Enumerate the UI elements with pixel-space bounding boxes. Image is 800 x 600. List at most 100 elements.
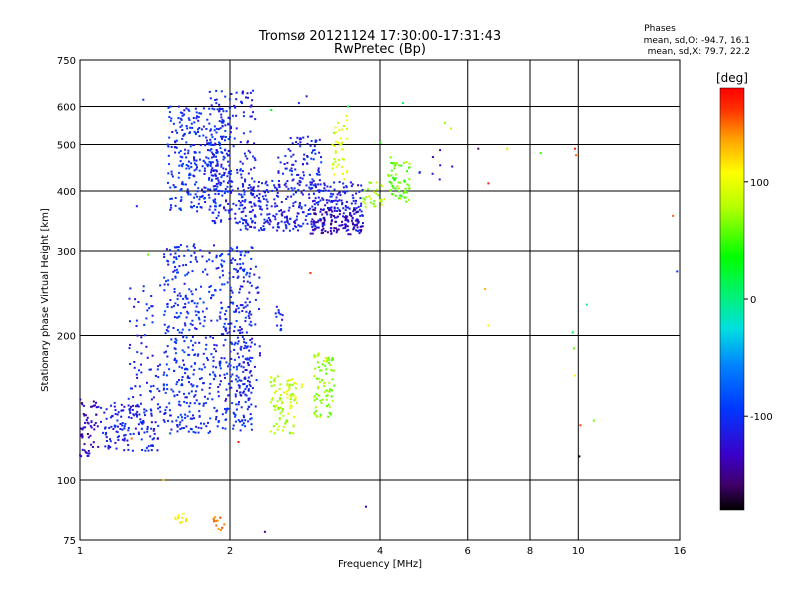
data-point (317, 170, 320, 173)
data-point (218, 141, 220, 144)
data-point (223, 192, 226, 195)
data-point (129, 320, 131, 323)
data-point (217, 179, 220, 182)
data-point (181, 366, 183, 369)
data-point (214, 193, 217, 195)
data-point (202, 134, 205, 137)
data-point (201, 255, 204, 258)
data-point (278, 180, 280, 182)
data-point (252, 209, 254, 212)
data-point (340, 165, 343, 168)
data-point (142, 98, 145, 101)
data-point (406, 170, 409, 173)
data-point (291, 189, 294, 192)
data-point (321, 379, 323, 382)
data-point (169, 432, 172, 435)
data-point (330, 209, 333, 212)
data-point (252, 89, 254, 92)
data-point (139, 394, 142, 397)
data-point (192, 245, 195, 248)
data-point (224, 376, 226, 379)
data-point (195, 305, 198, 308)
data-point (219, 184, 222, 186)
data-point (229, 364, 232, 367)
data-point (182, 134, 185, 137)
data-point (174, 518, 177, 521)
data-point (135, 205, 138, 208)
colorbar-unit: [deg] (716, 71, 748, 85)
data-point (250, 188, 253, 191)
data-point (104, 445, 107, 448)
data-point (196, 354, 199, 357)
data-point (244, 224, 247, 227)
data-point (359, 214, 362, 217)
data-point (349, 212, 352, 214)
data-point (258, 229, 261, 232)
data-point (240, 250, 243, 253)
data-point (313, 203, 316, 206)
data-point (193, 251, 196, 254)
data-point (146, 430, 149, 433)
data-point (323, 385, 326, 388)
data-point (200, 427, 203, 430)
data-point (321, 213, 324, 216)
data-point (244, 198, 247, 201)
data-point (199, 249, 202, 252)
data-point (90, 443, 93, 446)
data-point (223, 357, 226, 360)
data-point (278, 418, 281, 421)
data-point (389, 156, 392, 159)
data-point (330, 395, 333, 398)
data-point (320, 156, 322, 159)
data-point (289, 137, 292, 140)
data-point (157, 365, 160, 368)
data-point (104, 433, 107, 436)
data-point (192, 117, 195, 119)
data-point (191, 335, 194, 338)
data-point (223, 283, 226, 286)
data-point (244, 369, 247, 371)
data-point (289, 169, 292, 172)
data-point (127, 444, 130, 446)
data-point (196, 206, 199, 209)
data-point (316, 226, 318, 229)
data-point (294, 387, 297, 390)
data-point (231, 373, 234, 376)
data-point (150, 305, 153, 308)
data-point (188, 132, 191, 134)
data-point (227, 160, 230, 163)
data-point (245, 310, 248, 313)
data-point (140, 371, 143, 374)
data-point (277, 406, 280, 409)
y-tick-label: 600 (57, 103, 76, 114)
data-point (167, 419, 169, 422)
data-point (336, 200, 339, 203)
data-point (302, 136, 305, 139)
data-point (209, 113, 212, 116)
data-point (397, 181, 400, 184)
data-point (271, 189, 274, 192)
data-point (184, 302, 187, 305)
data-point (221, 125, 224, 128)
data-point (162, 373, 165, 376)
data-point (380, 184, 383, 187)
data-point (275, 423, 278, 425)
data-point (248, 383, 251, 386)
data-point (132, 413, 135, 416)
data-point (321, 197, 324, 200)
data-point (356, 223, 358, 226)
data-point (193, 162, 196, 165)
data-point (206, 358, 209, 361)
data-point (224, 209, 227, 212)
data-point (362, 200, 365, 203)
data-point (140, 438, 143, 441)
data-point (431, 156, 434, 158)
data-point (83, 449, 86, 452)
data-point (90, 420, 93, 423)
data-point (243, 254, 246, 257)
data-point (320, 369, 323, 372)
data-point (223, 373, 226, 376)
data-point (215, 159, 218, 162)
data-point (286, 221, 289, 224)
